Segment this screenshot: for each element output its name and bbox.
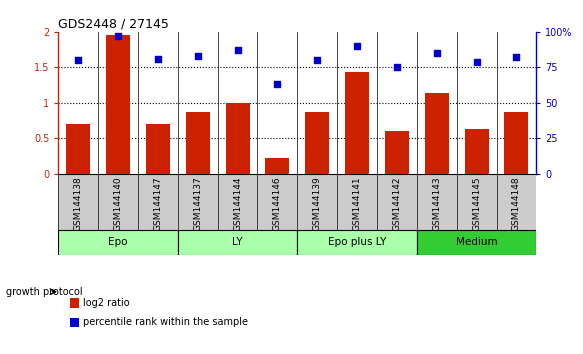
Point [432, 50, 441, 56]
Text: GSM144145: GSM144145 [472, 177, 481, 231]
Point [312, 57, 322, 63]
Text: GSM144148: GSM144148 [512, 177, 521, 231]
Bar [178, 229, 297, 255]
Bar [297, 229, 417, 255]
Point [352, 43, 361, 49]
Bar [265, 158, 289, 174]
Bar [385, 131, 409, 174]
Text: GSM144139: GSM144139 [312, 177, 322, 231]
Point [472, 59, 481, 64]
Text: GSM144141: GSM144141 [353, 177, 361, 231]
Text: GSM144146: GSM144146 [273, 177, 282, 231]
Point [392, 64, 402, 70]
Text: Epo: Epo [108, 237, 128, 247]
Text: growth protocol: growth protocol [6, 287, 82, 297]
Point [153, 56, 163, 62]
Bar [226, 103, 250, 174]
Bar [417, 229, 536, 255]
Bar [186, 112, 210, 174]
Text: GSM144142: GSM144142 [392, 177, 402, 231]
Text: Medium: Medium [456, 237, 497, 247]
Text: GSM144147: GSM144147 [153, 177, 163, 231]
Point [233, 47, 243, 53]
Bar [504, 112, 528, 174]
Bar [146, 124, 170, 174]
Bar [66, 124, 90, 174]
Text: GSM144140: GSM144140 [114, 177, 122, 231]
Point [273, 81, 282, 87]
Point [73, 57, 83, 63]
Text: GSM144137: GSM144137 [193, 177, 202, 231]
Bar [58, 229, 178, 255]
Text: LY: LY [232, 237, 243, 247]
Point [113, 33, 123, 39]
Bar [305, 112, 329, 174]
Point [193, 53, 202, 59]
Text: Epo plus LY: Epo plus LY [328, 237, 387, 247]
Text: log2 ratio: log2 ratio [83, 298, 129, 308]
Text: GSM144143: GSM144143 [432, 177, 441, 231]
Text: percentile rank within the sample: percentile rank within the sample [83, 318, 248, 327]
Text: GSM144144: GSM144144 [233, 177, 242, 231]
Point [512, 55, 521, 60]
Text: GDS2448 / 27145: GDS2448 / 27145 [58, 18, 169, 31]
Bar [465, 129, 489, 174]
Bar [345, 72, 369, 174]
Bar [425, 93, 449, 174]
Text: GSM144138: GSM144138 [73, 177, 83, 231]
Bar [106, 35, 130, 174]
